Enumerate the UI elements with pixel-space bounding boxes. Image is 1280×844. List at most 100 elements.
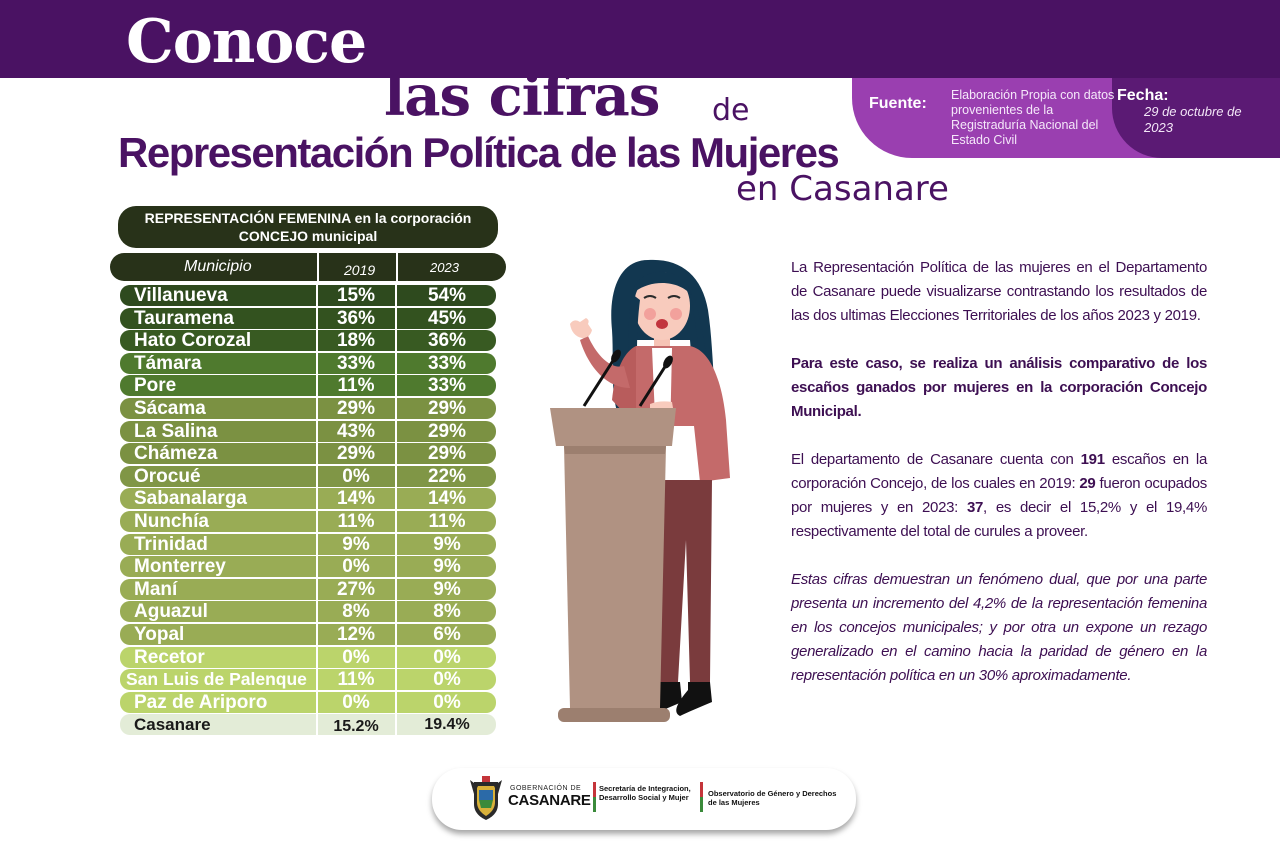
table-row: La Salina 43% 29% [120,420,496,442]
col-divider [316,556,318,578]
col-divider [316,375,318,397]
paragraph-analysis: Para este caso, se realiza un análisis c… [791,355,1207,420]
cell-2019: 0% [342,646,370,668]
source-label: Fuente: [869,95,927,112]
cell-municipio: Pore [134,375,177,397]
page-title: Representación Política de las Mujeres [118,129,840,176]
cell-2023: 0% [433,646,461,668]
cell-2023: 22% [427,465,467,487]
col-divider [395,691,397,713]
col-header-municipio: Municipio [184,258,252,275]
cell-2019: 11% [337,375,375,397]
table-row: Paz de Ariporo 0% 0% [120,691,496,713]
cell-municipio: Trinidad [134,533,208,555]
cell-2019: 8% [342,601,370,623]
footer-gob-name: CASANARE [508,792,591,809]
col-divider [316,646,318,668]
table-row: Tauramena 36% 45% [120,307,496,329]
cell-2023: 54% [427,285,467,306]
col-divider [395,330,397,352]
cell-2019: 0% [342,691,370,713]
cell-municipio: San Luis de Palenque [126,669,307,690]
col-divider [316,285,318,306]
col-header-2023: 2023 [430,260,459,275]
cell-2019: 29% [336,443,376,465]
cell-municipio: Támara [134,352,202,374]
table-row: Támara 33% 33% [120,352,496,374]
table-header-row: Municipio 2019 2023 [110,253,506,281]
col-divider [316,533,318,555]
woman-at-podium-illustration [550,259,730,722]
seats-2019: 29 [1079,475,1096,492]
cell-2019: 11% [337,669,375,691]
cell-2019: 9% [342,533,370,555]
col-divider [395,646,397,668]
cell-2023: 36% [427,330,467,352]
col-divider [395,465,397,487]
col-divider [316,578,318,600]
seats-total: 191 [1080,451,1105,468]
col-divider [396,253,398,281]
cell-2023: 19.4% [424,716,470,734]
col-divider [395,285,397,306]
cell-2019: 0% [342,556,370,578]
cell-municipio: Aguazul [134,601,208,623]
source-text: Elaboración Propia con datos proveniente… [951,88,1115,147]
cell-2019: 18% [336,330,376,352]
col-divider [395,375,397,397]
table-row: Nunchía 11% 11% [120,511,496,532]
paragraph-conclusion: Estas cifras demuestran un fenómeno dual… [791,571,1207,684]
cell-2023: 14% [427,488,467,510]
cell-2023: 29% [427,420,467,442]
cell-municipio: Casanare [134,715,211,735]
cell-2023: 9% [433,578,461,600]
col-divider [395,533,397,555]
table-row: Casanare 15.2% 19.4% [120,714,496,736]
col-divider [316,465,318,487]
paragraph-intro: La Representación Política de las mujere… [791,259,1207,324]
paragraph-seats: El departamento de Casanare cuenta con 1… [791,451,1208,540]
cell-municipio: Maní [134,578,178,600]
cell-municipio: Sácama [134,398,206,419]
cell-municipio: Monterrey [134,556,226,578]
col-divider [316,669,318,691]
cell-2019: 43% [336,420,376,442]
table-row: San Luis de Palenque 11% 0% [120,669,496,691]
col-divider [316,601,318,623]
date-value: 29 de octubre de 2023 [1144,104,1242,135]
cell-2023: 33% [427,352,467,374]
cell-municipio: Chámeza [134,443,218,465]
date-box [1112,78,1280,158]
table-row: Villanueva 15% 54% [120,285,496,306]
cell-municipio: La Salina [134,420,218,442]
title-region: en Casanare [736,169,949,209]
cell-2023: 29% [427,398,467,419]
table-title: REPRESENTACIÓN FEMENINA en la corporació… [118,206,498,248]
cell-2023: 29% [427,443,467,465]
table-row: Chámeza 29% 29% [120,443,496,465]
col-divider [316,511,318,532]
col-divider [395,398,397,419]
table-row: Hato Corozal 18% 36% [120,330,496,352]
col-divider [395,443,397,465]
cell-2023: 33% [427,375,467,397]
col-divider [316,352,318,374]
casanare-crest-icon [470,776,502,820]
table-row: Monterrey 0% 9% [120,556,496,578]
col-divider [395,488,397,510]
col-divider [395,714,397,736]
col-divider [316,398,318,419]
table-row: Aguazul 8% 8% [120,601,496,623]
col-divider [395,352,397,374]
cell-municipio: Orocué [134,465,201,487]
table-row: Orocué 0% 22% [120,465,496,487]
cell-2019: 15% [336,285,376,306]
col-divider [395,601,397,623]
footer-divider [593,782,596,812]
col-divider [395,624,397,645]
col-divider [316,488,318,510]
table-row: Trinidad 9% 9% [120,533,496,555]
cell-2023: 0% [433,691,461,713]
cell-2023: 6% [433,624,461,645]
col-divider [395,511,397,532]
